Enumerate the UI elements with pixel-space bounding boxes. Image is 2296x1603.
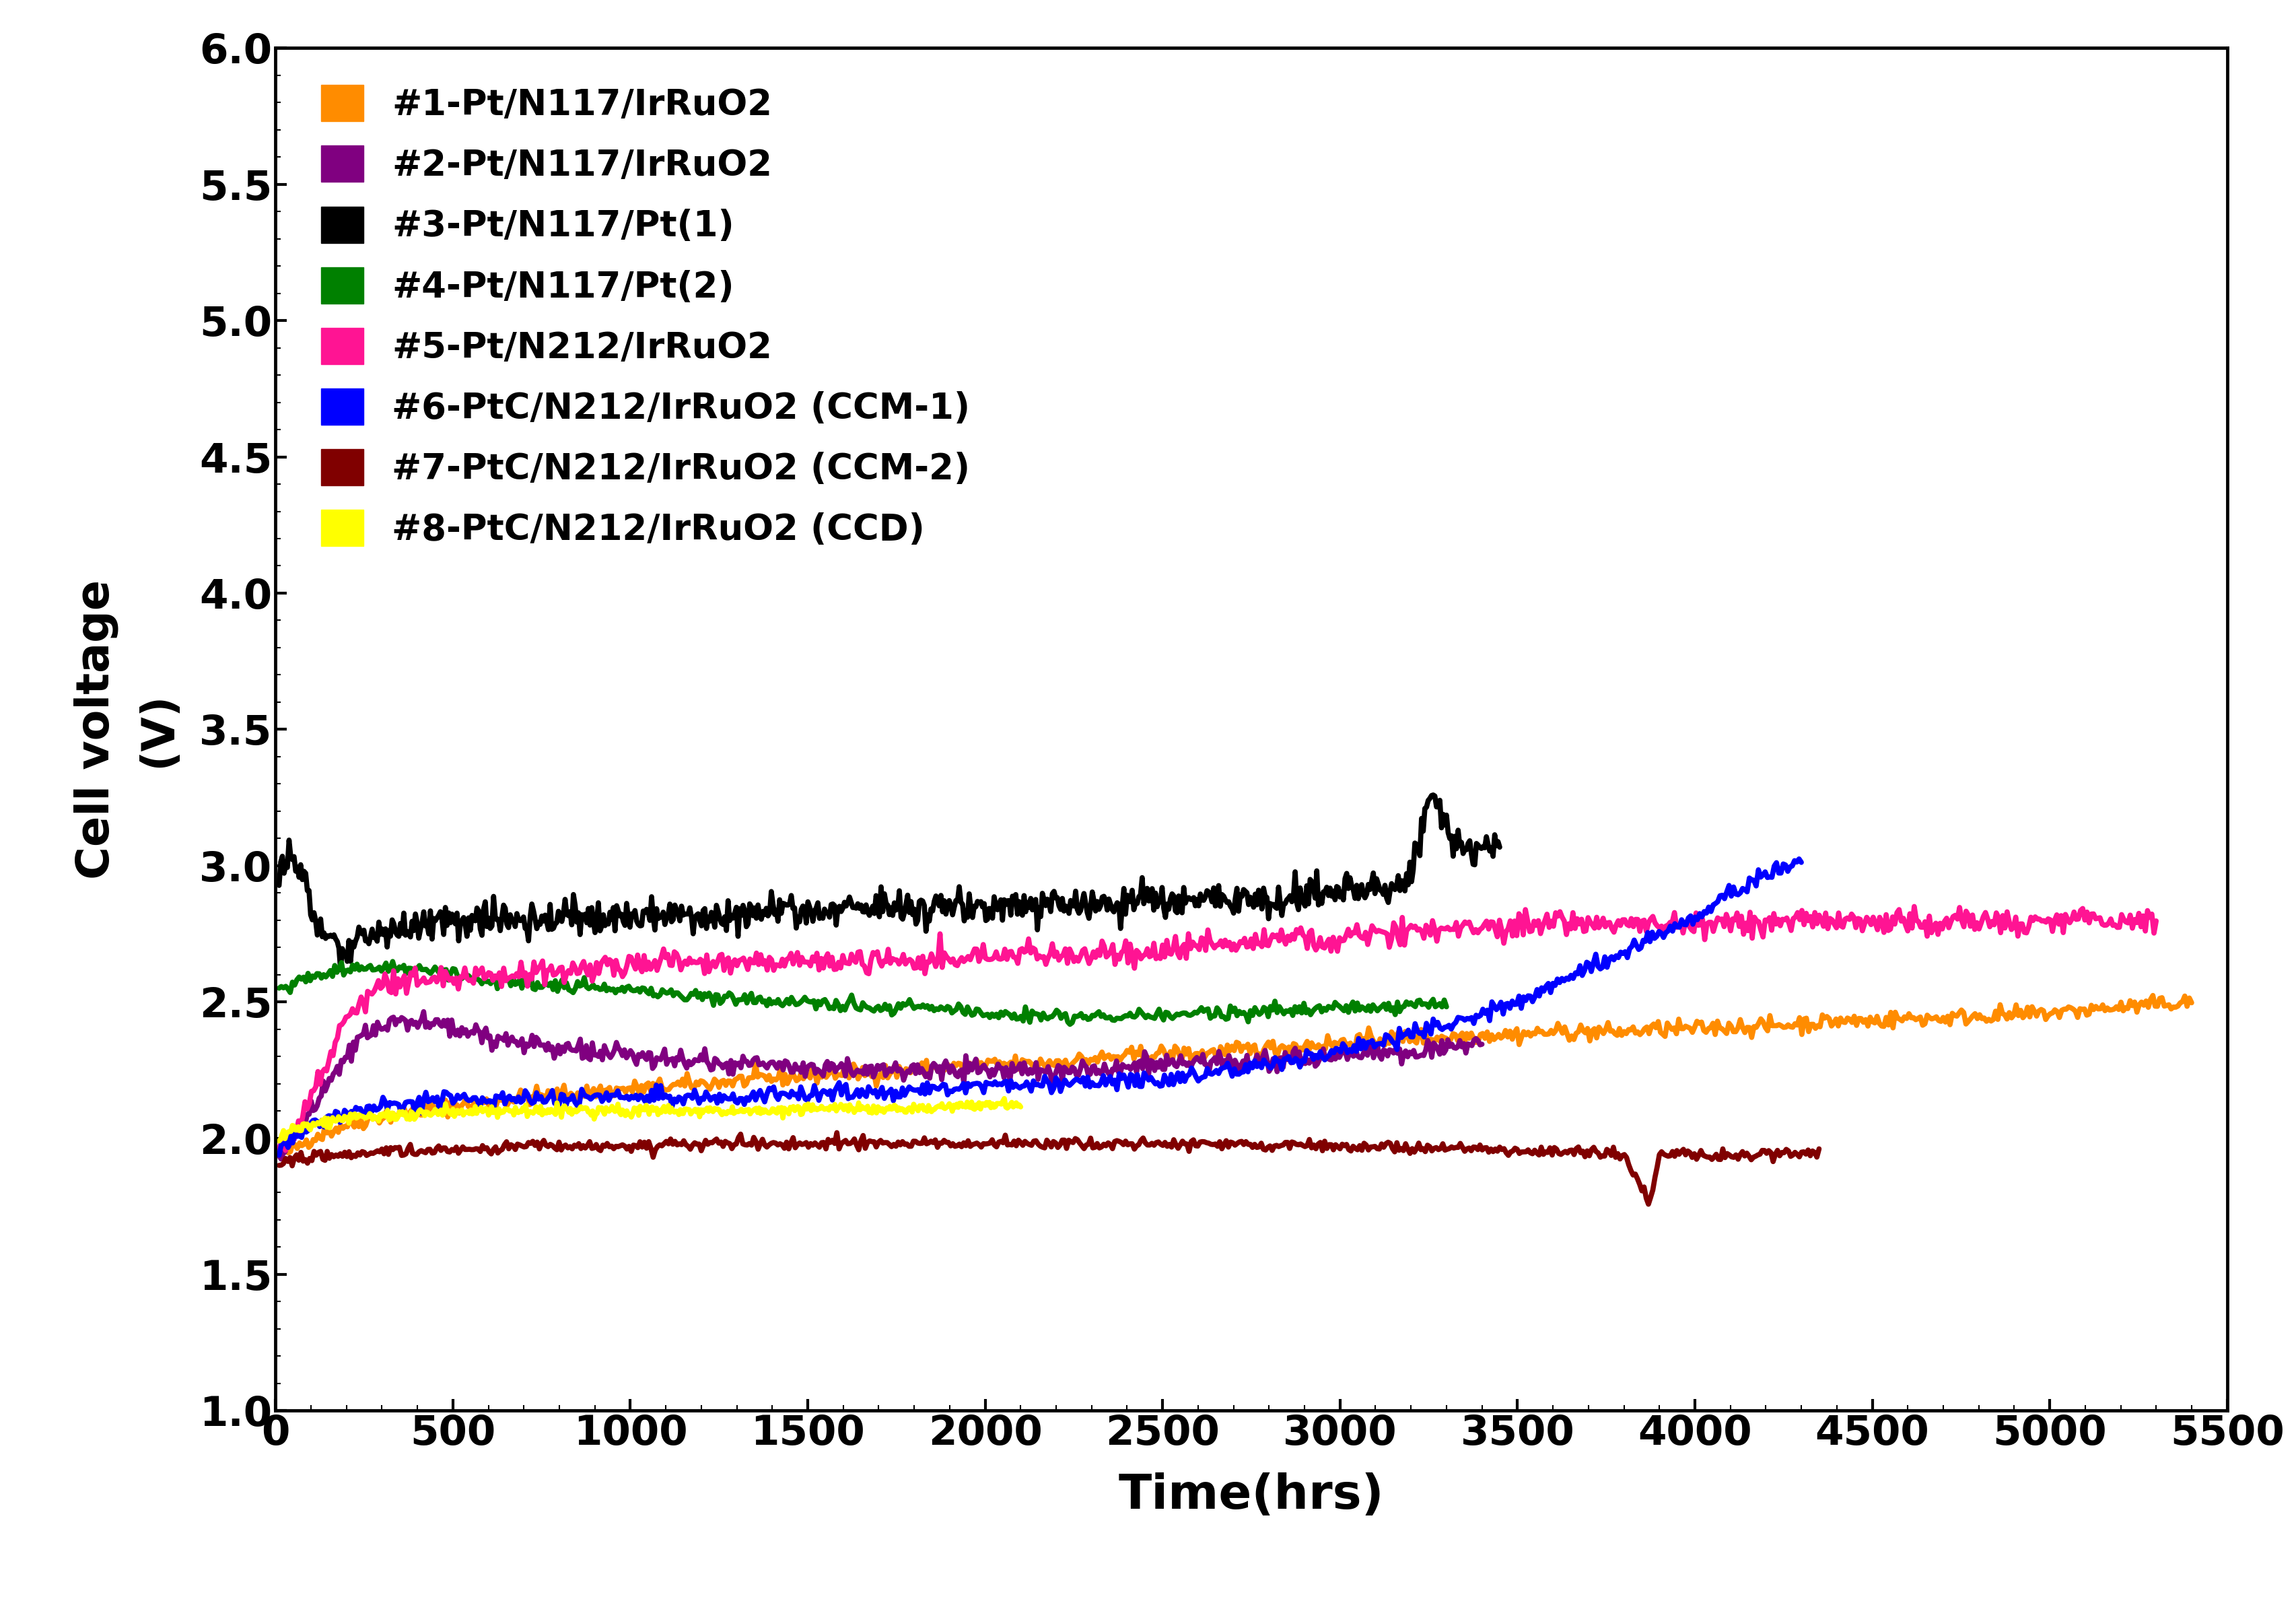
#7-PtC/N212/IrRuO2 (CCM-2) <box>266 1156 294 1175</box>
Legend: #1-Pt/N117/IrRuO2, #2-Pt/N117/IrRuO2, #3-Pt/N117/Pt(1), #4-Pt/N117/Pt(2), #5-Pt/: #1-Pt/N117/IrRuO2, #2-Pt/N117/IrRuO2, #3… <box>303 67 987 566</box>
#1-Pt/N117/IrRuO2 <box>1086 1047 1114 1066</box>
#5-Pt/N212/IrRuO2 <box>1901 898 1929 917</box>
#3-Pt/N117/Pt(1) <box>326 960 354 979</box>
#7-PtC/N212/IrRuO2 (CCM-2) <box>285 1151 312 1170</box>
#4-Pt/N117/Pt(2) <box>517 965 544 984</box>
#4-Pt/N117/Pt(2) <box>535 976 563 995</box>
#5-Pt/N212/IrRuO2 <box>1258 925 1286 944</box>
#8-PtC/N212/IrRuO2 (CCD) <box>666 1100 693 1119</box>
#5-Pt/N212/IrRuO2 <box>909 947 937 967</box>
#1-Pt/N117/IrRuO2 <box>1343 1026 1371 1045</box>
Line: #5-Pt/N212/IrRuO2: #5-Pt/N212/IrRuO2 <box>280 907 2156 1151</box>
#8-PtC/N212/IrRuO2 (CCD) <box>266 1132 294 1151</box>
#1-Pt/N117/IrRuO2 <box>269 1146 296 1165</box>
#2-Pt/N117/IrRuO2 <box>978 1060 1006 1079</box>
#7-PtC/N212/IrRuO2 (CCM-2) <box>960 1135 987 1154</box>
#3-Pt/N117/Pt(1) <box>305 922 333 941</box>
#5-Pt/N212/IrRuO2 <box>347 987 374 1007</box>
#5-Pt/N212/IrRuO2 <box>1251 935 1279 954</box>
#3-Pt/N117/Pt(1) <box>489 896 517 915</box>
#2-Pt/N117/IrRuO2 <box>266 1146 294 1165</box>
#3-Pt/N117/Pt(1) <box>1486 837 1513 856</box>
#3-Pt/N117/Pt(1) <box>1419 785 1446 805</box>
Line: #4-Pt/N117/Pt(2): #4-Pt/N117/Pt(2) <box>280 962 1446 1024</box>
#1-Pt/N117/IrRuO2 <box>1224 1032 1251 1052</box>
#4-Pt/N117/Pt(2) <box>1433 997 1460 1016</box>
#1-Pt/N117/IrRuO2 <box>753 1071 781 1090</box>
#6-PtC/N212/IrRuO2 (CCM-1) <box>1065 1071 1093 1090</box>
#2-Pt/N117/IrRuO2 <box>1072 1058 1100 1077</box>
#6-PtC/N212/IrRuO2 (CCM-1) <box>266 1146 294 1165</box>
#1-Pt/N117/IrRuO2 <box>1334 1036 1362 1055</box>
#2-Pt/N117/IrRuO2 <box>1467 1034 1495 1053</box>
#6-PtC/N212/IrRuO2 (CCM-1) <box>1789 853 1816 872</box>
#2-Pt/N117/IrRuO2 <box>1176 1053 1203 1072</box>
#8-PtC/N212/IrRuO2 (CCD) <box>707 1103 735 1122</box>
#4-Pt/N117/Pt(2) <box>1056 1015 1084 1034</box>
#5-Pt/N212/IrRuO2 <box>2142 912 2170 931</box>
#7-PtC/N212/IrRuO2 (CCM-2) <box>822 1124 850 1143</box>
#7-PtC/N212/IrRuO2 (CCM-2) <box>930 1130 957 1149</box>
#2-Pt/N117/IrRuO2 <box>579 1034 606 1053</box>
#8-PtC/N212/IrRuO2 (CCD) <box>990 1088 1017 1108</box>
Line: #3-Pt/N117/Pt(1): #3-Pt/N117/Pt(1) <box>280 795 1499 970</box>
#5-Pt/N212/IrRuO2 <box>271 1141 298 1161</box>
#3-Pt/N117/Pt(1) <box>266 875 294 894</box>
#1-Pt/N117/IrRuO2 <box>2140 986 2167 1005</box>
#4-Pt/N117/Pt(2) <box>379 952 406 971</box>
#5-Pt/N212/IrRuO2 <box>1088 931 1116 951</box>
#6-PtC/N212/IrRuO2 (CCM-1) <box>1724 885 1752 904</box>
#6-PtC/N212/IrRuO2 (CCM-1) <box>1398 1028 1426 1047</box>
#3-Pt/N117/Pt(1) <box>992 894 1019 914</box>
#1-Pt/N117/IrRuO2 <box>266 1146 294 1165</box>
X-axis label: Time(hrs): Time(hrs) <box>1118 1472 1384 1518</box>
Line: #6-PtC/N212/IrRuO2 (CCM-1): #6-PtC/N212/IrRuO2 (CCM-1) <box>280 859 1802 1156</box>
#3-Pt/N117/Pt(1) <box>374 922 402 941</box>
Line: #1-Pt/N117/IrRuO2: #1-Pt/N117/IrRuO2 <box>280 995 2193 1156</box>
#2-Pt/N117/IrRuO2 <box>482 1037 510 1056</box>
Y-axis label: Cell voltage
(V): Cell voltage (V) <box>73 580 181 878</box>
#4-Pt/N117/Pt(2) <box>266 978 294 997</box>
#7-PtC/N212/IrRuO2 (CCM-2) <box>1805 1140 1832 1159</box>
#2-Pt/N117/IrRuO2 <box>266 1149 294 1169</box>
#6-PtC/N212/IrRuO2 (CCM-1) <box>744 1085 771 1104</box>
#6-PtC/N212/IrRuO2 (CCM-1) <box>1203 1061 1231 1080</box>
#7-PtC/N212/IrRuO2 (CCM-2) <box>1635 1194 1662 1213</box>
#6-PtC/N212/IrRuO2 (CCM-1) <box>1786 850 1814 869</box>
#3-Pt/N117/Pt(1) <box>1194 882 1221 901</box>
Line: #2-Pt/N117/IrRuO2: #2-Pt/N117/IrRuO2 <box>280 1011 1481 1159</box>
#4-Pt/N117/Pt(2) <box>657 979 684 999</box>
#1-Pt/N117/IrRuO2 <box>1554 1031 1582 1050</box>
#5-Pt/N212/IrRuO2 <box>810 959 838 978</box>
#5-Pt/N212/IrRuO2 <box>266 1138 294 1157</box>
#8-PtC/N212/IrRuO2 (CCD) <box>618 1108 645 1127</box>
#4-Pt/N117/Pt(2) <box>1352 1000 1380 1020</box>
Line: #7-PtC/N212/IrRuO2 (CCM-2): #7-PtC/N212/IrRuO2 (CCM-2) <box>280 1133 1818 1204</box>
#8-PtC/N212/IrRuO2 (CCD) <box>1008 1096 1035 1116</box>
#3-Pt/N117/Pt(1) <box>1097 899 1125 919</box>
#1-Pt/N117/IrRuO2 <box>2179 994 2206 1013</box>
#2-Pt/N117/IrRuO2 <box>411 1002 439 1021</box>
#4-Pt/N117/Pt(2) <box>691 984 719 1003</box>
#7-PtC/N212/IrRuO2 (CCM-2) <box>1759 1153 1786 1172</box>
#8-PtC/N212/IrRuO2 (CCD) <box>622 1100 650 1119</box>
Line: #8-PtC/N212/IrRuO2 (CCD): #8-PtC/N212/IrRuO2 (CCD) <box>280 1098 1022 1141</box>
#8-PtC/N212/IrRuO2 (CCD) <box>872 1098 900 1117</box>
#8-PtC/N212/IrRuO2 (CCD) <box>990 1092 1017 1111</box>
#7-PtC/N212/IrRuO2 (CCM-2) <box>1238 1135 1265 1154</box>
#2-Pt/N117/IrRuO2 <box>813 1052 840 1071</box>
#6-PtC/N212/IrRuO2 (CCM-1) <box>923 1079 951 1098</box>
#4-Pt/N117/Pt(2) <box>597 981 625 1000</box>
#7-PtC/N212/IrRuO2 (CCM-2) <box>850 1125 877 1145</box>
